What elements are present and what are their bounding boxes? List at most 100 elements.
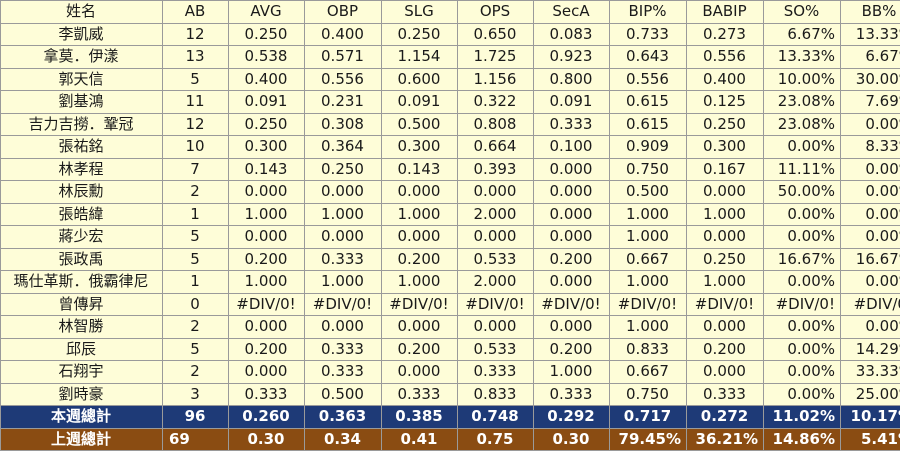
ops-cell: 0.833 [458,383,534,406]
avg-cell: 0.538 [229,46,305,69]
avg-cell: 0.000 [229,361,305,384]
avg-cell: 0.400 [229,68,305,91]
ab-cell: 12 [163,23,229,46]
last-week-slg: 0.41 [382,428,458,451]
header-obp: OBP [305,1,382,24]
so-pct-cell: 0.00% [764,316,841,339]
avg-cell: 0.200 [229,248,305,271]
bb-pct-cell: 0.00% [841,271,900,294]
player-name-cell: 林辰勳 [1,181,163,204]
babip-cell: 0.000 [687,181,764,204]
obp-cell: 0.556 [305,68,382,91]
ops-cell: 0.322 [458,91,534,114]
table-row: 張政禹 5 0.200 0.333 0.200 0.533 0.200 0.66… [1,248,900,271]
so-pct-cell: 0.00% [764,383,841,406]
bip-pct-cell: 0.750 [610,383,687,406]
ab-cell: 2 [163,361,229,384]
player-name-cell: 拿莫．伊漾 [1,46,163,69]
seca-cell: 0.200 [534,248,610,271]
bb-pct-cell: 14.29% [841,338,900,361]
player-name-cell: 林孝程 [1,158,163,181]
babip-cell: 0.200 [687,338,764,361]
table-row: 劉時豪 3 0.333 0.500 0.333 0.833 0.333 0.75… [1,383,900,406]
ab-cell: 2 [163,316,229,339]
player-name-cell: 石翔宇 [1,361,163,384]
player-name-cell: 劉基鴻 [1,91,163,114]
seca-cell: 0.000 [534,226,610,249]
slg-cell: 0.333 [382,383,458,406]
seca-cell: 0.000 [534,181,610,204]
obp-cell: 1.000 [305,271,382,294]
ops-cell: 0.664 [458,136,534,159]
obp-cell: 1.000 [305,203,382,226]
so-pct-cell: 23.08% [764,91,841,114]
bb-pct-cell: 0.00% [841,158,900,181]
bb-pct-cell: 7.69% [841,91,900,114]
avg-cell: 0.000 [229,181,305,204]
ops-cell: 0.333 [458,361,534,384]
obp-cell: 0.333 [305,248,382,271]
this-week-ab: 96 [163,406,229,429]
player-name-cell: 張政禹 [1,248,163,271]
so-pct-cell: 0.00% [764,338,841,361]
avg-cell: 0.300 [229,136,305,159]
slg-cell: 0.091 [382,91,458,114]
ops-cell: 0.533 [458,248,534,271]
seca-cell: 0.000 [534,316,610,339]
last-week-ab: 69 [163,428,229,451]
last-week-total-label: 上週總計 [1,428,163,451]
obp-cell: 0.000 [305,316,382,339]
babip-cell: 0.273 [687,23,764,46]
seca-cell: 0.000 [534,158,610,181]
this-week-so-pct: 11.02% [764,406,841,429]
ops-cell: 0.000 [458,181,534,204]
obp-cell: 0.000 [305,181,382,204]
bip-pct-cell: 0.615 [610,91,687,114]
header-slg: SLG [382,1,458,24]
header-babip: BABIP [687,1,764,24]
player-name-cell: 曾傳昇 [1,293,163,316]
seca-cell: 0.000 [534,203,610,226]
player-name-cell: 瑪仕革斯．俄霸律尼 [1,271,163,294]
babip-cell: 0.000 [687,361,764,384]
table-header: 姓名 AB AVG OBP SLG OPS SecA BIP% BABIP SO… [1,1,900,24]
avg-cell: 1.000 [229,271,305,294]
header-bb-pct: BB% [841,1,900,24]
bip-pct-cell: 0.643 [610,46,687,69]
obp-cell: 0.571 [305,46,382,69]
header-ops: OPS [458,1,534,24]
player-name-cell: 劉時豪 [1,383,163,406]
slg-cell: 0.000 [382,181,458,204]
bip-pct-cell: 0.833 [610,338,687,361]
seca-cell: 0.100 [534,136,610,159]
slg-cell: 1.154 [382,46,458,69]
ops-cell: 0.000 [458,226,534,249]
this-week-seca: 0.292 [534,406,610,429]
this-week-bb-pct: 10.17% [841,406,900,429]
bip-pct-cell: 0.500 [610,181,687,204]
bb-pct-cell: 0.00% [841,181,900,204]
last-week-ops: 0.75 [458,428,534,451]
player-name-cell: 張祐銘 [1,136,163,159]
bip-pct-cell: 0.667 [610,248,687,271]
so-pct-cell: 0.00% [764,136,841,159]
bip-pct-cell: 0.556 [610,68,687,91]
ab-cell: 0 [163,293,229,316]
header-row: 姓名 AB AVG OBP SLG OPS SecA BIP% BABIP SO… [1,1,900,24]
babip-cell: 0.300 [687,136,764,159]
ab-cell: 12 [163,113,229,136]
ops-cell: 2.000 [458,203,534,226]
this-week-babip: 0.272 [687,406,764,429]
so-pct-cell: 50.00% [764,181,841,204]
so-pct-cell: 16.67% [764,248,841,271]
this-week-total-label: 本週總計 [1,406,163,429]
ops-cell: #DIV/0! [458,293,534,316]
babip-cell: 0.167 [687,158,764,181]
ab-cell: 10 [163,136,229,159]
bb-pct-cell: #DIV/0! [841,293,900,316]
last-week-bip-pct: 79.45% [610,428,687,451]
seca-cell: 0.000 [534,271,610,294]
header-seca: SecA [534,1,610,24]
last-week-babip: 36.21% [687,428,764,451]
seca-cell: 0.923 [534,46,610,69]
